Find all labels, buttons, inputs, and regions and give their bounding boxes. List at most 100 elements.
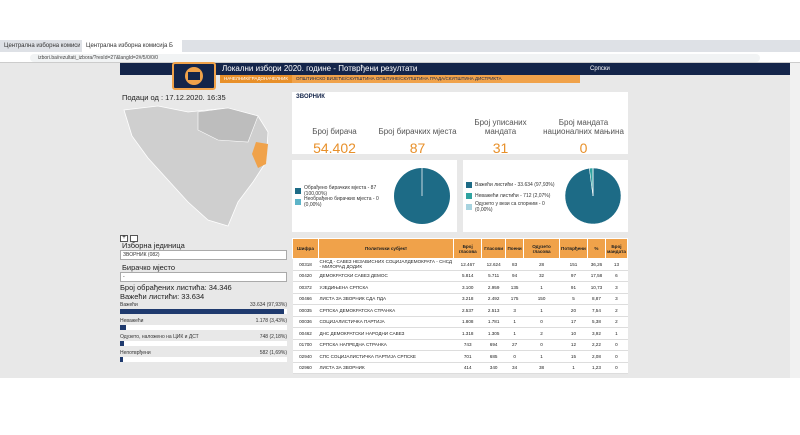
map-region[interactable] [197,107,259,143]
legend-label: Обрађено бирачких мјеста - 87 (100,00%) [304,184,377,197]
cell: 17 [559,316,588,328]
cell: 1,23 [587,362,606,374]
table-row: 02960 ЛИСТА ЗА ЗВОРНИК 414 340 34 38 1 1,23 0 [292,362,628,374]
zoom-out[interactable] [130,235,138,242]
station-select[interactable]: - [120,272,287,282]
cell: СПС СОЦИЈАЛИСТИЧКА ПАРТИЈА СРПСКЕ [318,350,454,363]
cell: 00420 [292,270,319,282]
cell: 00318 [292,258,319,271]
cell: 2,08 [587,350,606,363]
cell: 2,22 [587,339,606,351]
cell: 00372 [292,281,319,294]
cell: 135 [505,281,524,294]
cell: 13 [605,258,628,271]
table-row: 00035 СРПСКА ДЕМОКРАТСКА СТРАНКА 2.537 2.51… [292,304,628,317]
cell: 0 [605,339,628,351]
processed: Број обрађених листића: 34.346 [120,283,232,292]
cell: 5.711 [481,270,506,282]
stat-label: Број мандата националних мањина [543,118,624,136]
cell: 2 [605,316,628,328]
cell: 27 [505,339,524,351]
cell: 12.467 [453,258,482,271]
stat-label: Број бирача [312,127,357,136]
table-row: 00420 ДЕМОКРАТСКИ САВЕЗ ДЕМОС 5.814 5.711 94… [292,270,628,282]
cell: СНСД - САВЕЗ НЕЗАВИСНИХ СОЦИЈАЛДЕМОКРАТА… [318,258,454,271]
cell: 151 [559,258,588,271]
table-row: 02940 СПС СОЦИЈАЛИСТИЧКА ПАРТИЈА СРПСКЕ 70… [292,350,628,363]
stat-value: 87 [409,140,426,156]
cell: 5.814 [453,270,482,282]
cell: 3 [505,304,524,317]
bar-row: Неважећи 1.178 (3,43%) [120,318,287,325]
legend-item: Важећи листићи - 33.634 (97,93%) [466,180,561,191]
cell: 97 [559,270,588,282]
unit-label: Изборна јединица [122,241,185,250]
tab[interactable]: Централна изборна комисија Б [82,40,182,52]
cell: 2.492 [481,293,506,305]
pie [394,168,450,224]
legend-swatch [295,187,301,194]
tab[interactable]: Централна изборна комисија Б [4,43,80,49]
cell: СРПСКА ДЕМОКРАТСКА СТРАНКА [318,304,454,317]
cell: 0 [523,316,560,328]
column-header: Број мандата [604,238,628,259]
cell: 00462 [292,327,319,340]
cell: 1 [523,281,560,294]
bar-track [120,309,287,314]
cell: 38 [523,362,560,374]
cell: 01700 [292,339,319,351]
logo[interactable] [172,62,216,90]
cell: СРПСКА НАПРЕДНА СТРАНКА [318,339,454,351]
results-table: Шифра Политички субјект Број гласова Гласов… [292,238,628,374]
map[interactable] [118,102,290,232]
cell: 15 [559,350,588,363]
bar-value: 33.634 (97,93%) [250,302,287,308]
language[interactable]: Српски [590,66,610,72]
cell: 1 [505,316,524,328]
nav-item[interactable]: ОПШТИНСКО ВИЈЕЋЕ/СКУПШТИНА ОПШТИНЕ/СКУПШ… [296,76,502,81]
cell: 175 [505,293,524,305]
cell: 10 [559,327,588,340]
zoom-in[interactable]: + [120,235,128,242]
cell: 00036 [292,316,319,328]
scrollbar[interactable] [790,63,800,378]
unit-select[interactable]: ЗВОРНИК (082) [120,250,287,260]
nav: НАЧЕЛНИК/ГРАДОНАЧЕЛНИК ОПШТИНСКО ВИЈЕЋЕ/… [220,75,580,83]
table-row: 00462 ДНС ДЕМОКРАТСКИ НАРОДНИ САВЕЗ 1.318 1… [292,327,628,340]
bar-fill [120,357,123,362]
column-header: Одузето гласова [523,238,560,259]
cell: 1.808 [453,316,482,328]
bar-fill [120,341,124,346]
column-header: Гласови [481,238,507,259]
bar-label: Неважећи [120,318,144,324]
bars: Важећи 33.634 (97,93%) Неважећи 1.178 (3,43… [120,302,287,366]
stat-label: Број бирачких мјеста [378,127,457,136]
cell: 34 [505,362,524,374]
cell: 6 [605,270,628,282]
table-row: 00036 СОЦИЈАЛИСТИЧКА ПАРТИЈА 1.808 1.781 1 0 1… [292,316,628,328]
legend-swatch [295,198,301,205]
nav-item[interactable]: НАЧЕЛНИК/ГРАДОНАЧЕЛНИК [220,75,293,83]
map-highlight[interactable] [252,142,268,168]
cell: 5,38 [587,316,606,328]
bar-row: Важећи 33.634 (97,93%) [120,302,287,309]
bar-fill [120,325,126,330]
summary-card [292,92,628,154]
valid: Важећи листићи: 33.634 [120,292,205,301]
cell: 2.537 [453,304,482,317]
legend-label: Одузето у вези са спорним - 0 (0,00%) [475,201,545,213]
cell: ДЕМОКРАТСКИ САВЕЗ ДЕМОС [318,270,454,282]
bar-label: Одузето, наложено на ЦИК и ДСТ [120,334,199,340]
table-wrap: Шифра Политички субјект Број гласова Гласов… [292,238,628,378]
column-header: % [586,238,606,259]
column-header: Поени [505,238,525,259]
cell: 83 [505,258,524,271]
cell: 0 [505,350,524,363]
stat: Број мандата националних мањина 0 [542,104,625,156]
address-bar[interactable]: izbori.ba/rezultati_izbora/?resId=27&lan… [30,54,760,62]
cell: ЛИСТА ЗА ЗВОРНИК СДА ПДА [318,293,454,305]
cell: 1.781 [481,316,506,328]
legend-item: Необрађено бирачких мјеста - 0 (0,00%) [295,196,390,208]
legend-item: Неважећи листићи - 712 (2,07%) [466,191,561,202]
